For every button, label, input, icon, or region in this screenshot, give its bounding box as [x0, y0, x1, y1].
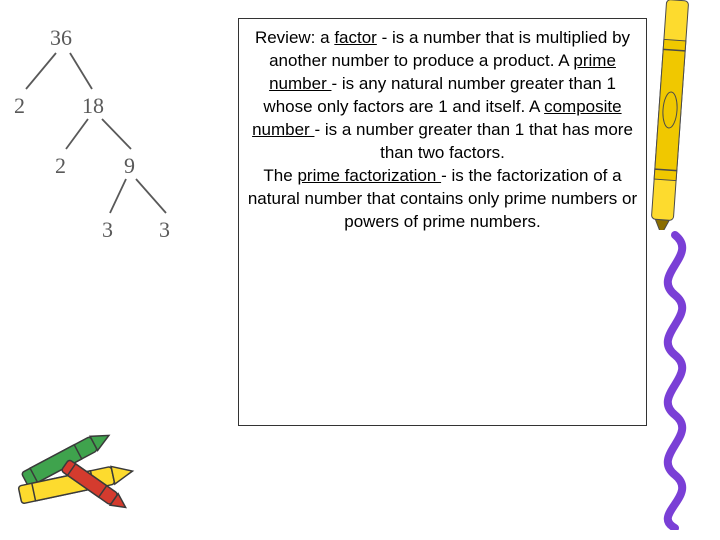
crayon-cluster-icon [5, 415, 165, 530]
crayon-cluster-svg [5, 415, 165, 525]
definitions-paragraph-2: The prime factorization - is the factori… [245, 165, 640, 234]
squiggle-svg [645, 230, 705, 530]
definitions-box: Review: a factor - is a number that is m… [238, 18, 647, 426]
tree-node: 2 [55, 153, 66, 179]
crayon-svg [635, 0, 705, 230]
term-prime-factorization: prime factorization [297, 166, 441, 185]
term-factor: factor [334, 28, 377, 47]
definitions-paragraph-1: Review: a factor - is a number that is m… [245, 27, 640, 165]
tree-node: 9 [124, 153, 135, 179]
tree-node: 3 [102, 217, 113, 243]
tree-node: 18 [82, 93, 104, 119]
tree-node: 3 [159, 217, 170, 243]
factor-tree-lines [8, 25, 218, 255]
tree-node: 2 [14, 93, 25, 119]
factor-tree: 36 2 18 2 9 3 3 [8, 25, 218, 255]
squiggle-icon [645, 230, 705, 535]
text-fragment: - is a number greater than 1 that has mo… [314, 120, 632, 162]
text-fragment: Review: a [255, 28, 334, 47]
text-fragment: The [263, 166, 297, 185]
crayon-yellow-icon [635, 0, 705, 235]
tree-node: 36 [50, 25, 72, 51]
